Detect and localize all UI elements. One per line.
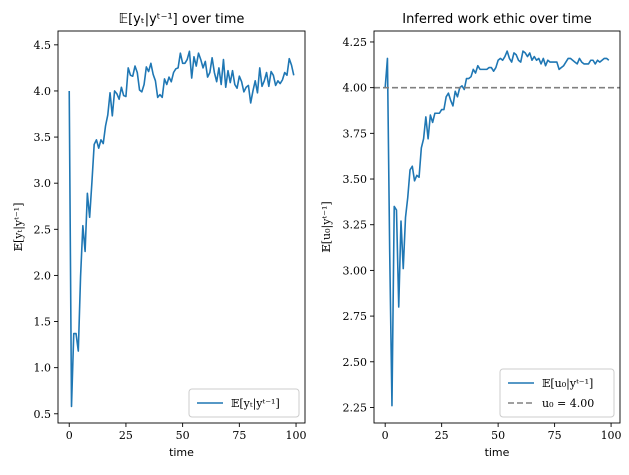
y-tick-label: 3.5 bbox=[34, 131, 52, 144]
legend-entry: 𝔼[u₀|yᵗ⁻¹] bbox=[542, 377, 593, 391]
y-tick-label: 2.25 bbox=[343, 401, 368, 414]
y-tick-label: 3.75 bbox=[343, 127, 368, 140]
y-axis-label: 𝔼[u₀|yᵗ⁻¹] bbox=[320, 201, 334, 252]
plot-frame bbox=[57, 30, 306, 424]
y-tick-label: 4.25 bbox=[343, 36, 368, 49]
y-tick-label: 3.0 bbox=[34, 177, 52, 190]
plot-frame bbox=[373, 30, 621, 424]
y-axis-label: 𝔼[yₜ|yᵗ⁻¹] bbox=[12, 203, 26, 252]
legend-entry: 𝔼[yₜ|yᵗ⁻¹] bbox=[231, 397, 280, 411]
chart-title: 𝔼[yₜ|yᵗ⁻¹] over time bbox=[119, 12, 245, 27]
y-tick-label: 4.00 bbox=[343, 82, 368, 95]
y-tick-label: 2.75 bbox=[343, 310, 368, 323]
y-tick-label: 0.5 bbox=[34, 408, 52, 421]
y-tick-label: 1.5 bbox=[34, 316, 52, 329]
x-tick-label: 0 bbox=[382, 429, 389, 442]
chart-2: 0 25 50 75 100 2.25 2.50 2.75 3.00 3.25 3.50 3.75 4.… bbox=[320, 12, 622, 459]
x-tick-label: 25 bbox=[435, 429, 449, 442]
chart-1: 0 25 50 75 100 0.5 1.0 1.5 2.0 2.5 3.0 3.5 4.0 4.5 𝔼[y… bbox=[12, 12, 307, 459]
legend-entry: u₀ = 4.00 bbox=[542, 397, 594, 410]
legend: 𝔼[u₀|yᵗ⁻¹] u₀ = 4.00 bbox=[499, 368, 615, 418]
x-tick-label: 0 bbox=[66, 429, 73, 442]
x-axis-label: time bbox=[485, 446, 510, 459]
x-tick-label: 25 bbox=[119, 429, 133, 442]
x-tick-label: 75 bbox=[232, 429, 246, 442]
y-tick-label: 3.50 bbox=[343, 173, 368, 186]
series-line-1 bbox=[68, 50, 295, 408]
x-axis-label: time bbox=[169, 446, 194, 459]
x-tick-label: 100 bbox=[286, 429, 307, 442]
y-tick-label: 1.0 bbox=[34, 362, 52, 375]
x-tick-label: 75 bbox=[548, 429, 562, 442]
y-tick-label: 4.5 bbox=[34, 39, 52, 52]
y-tick-label: 2.50 bbox=[343, 356, 368, 369]
x-tick-label: 50 bbox=[491, 429, 505, 442]
chart-title: Inferred work ethic over time bbox=[402, 12, 592, 27]
y-tick-label: 4.0 bbox=[34, 85, 52, 98]
legend: 𝔼[yₜ|yᵗ⁻¹] bbox=[188, 388, 300, 418]
x-tick-label: 100 bbox=[601, 429, 622, 442]
y-tick-label: 3.25 bbox=[343, 219, 368, 232]
y-tick-label: 2.0 bbox=[34, 269, 52, 282]
x-tick-label: 50 bbox=[176, 429, 190, 442]
y-tick-label: 3.00 bbox=[343, 264, 368, 277]
series-line-1 bbox=[384, 50, 610, 407]
y-tick-label: 2.5 bbox=[34, 223, 52, 236]
